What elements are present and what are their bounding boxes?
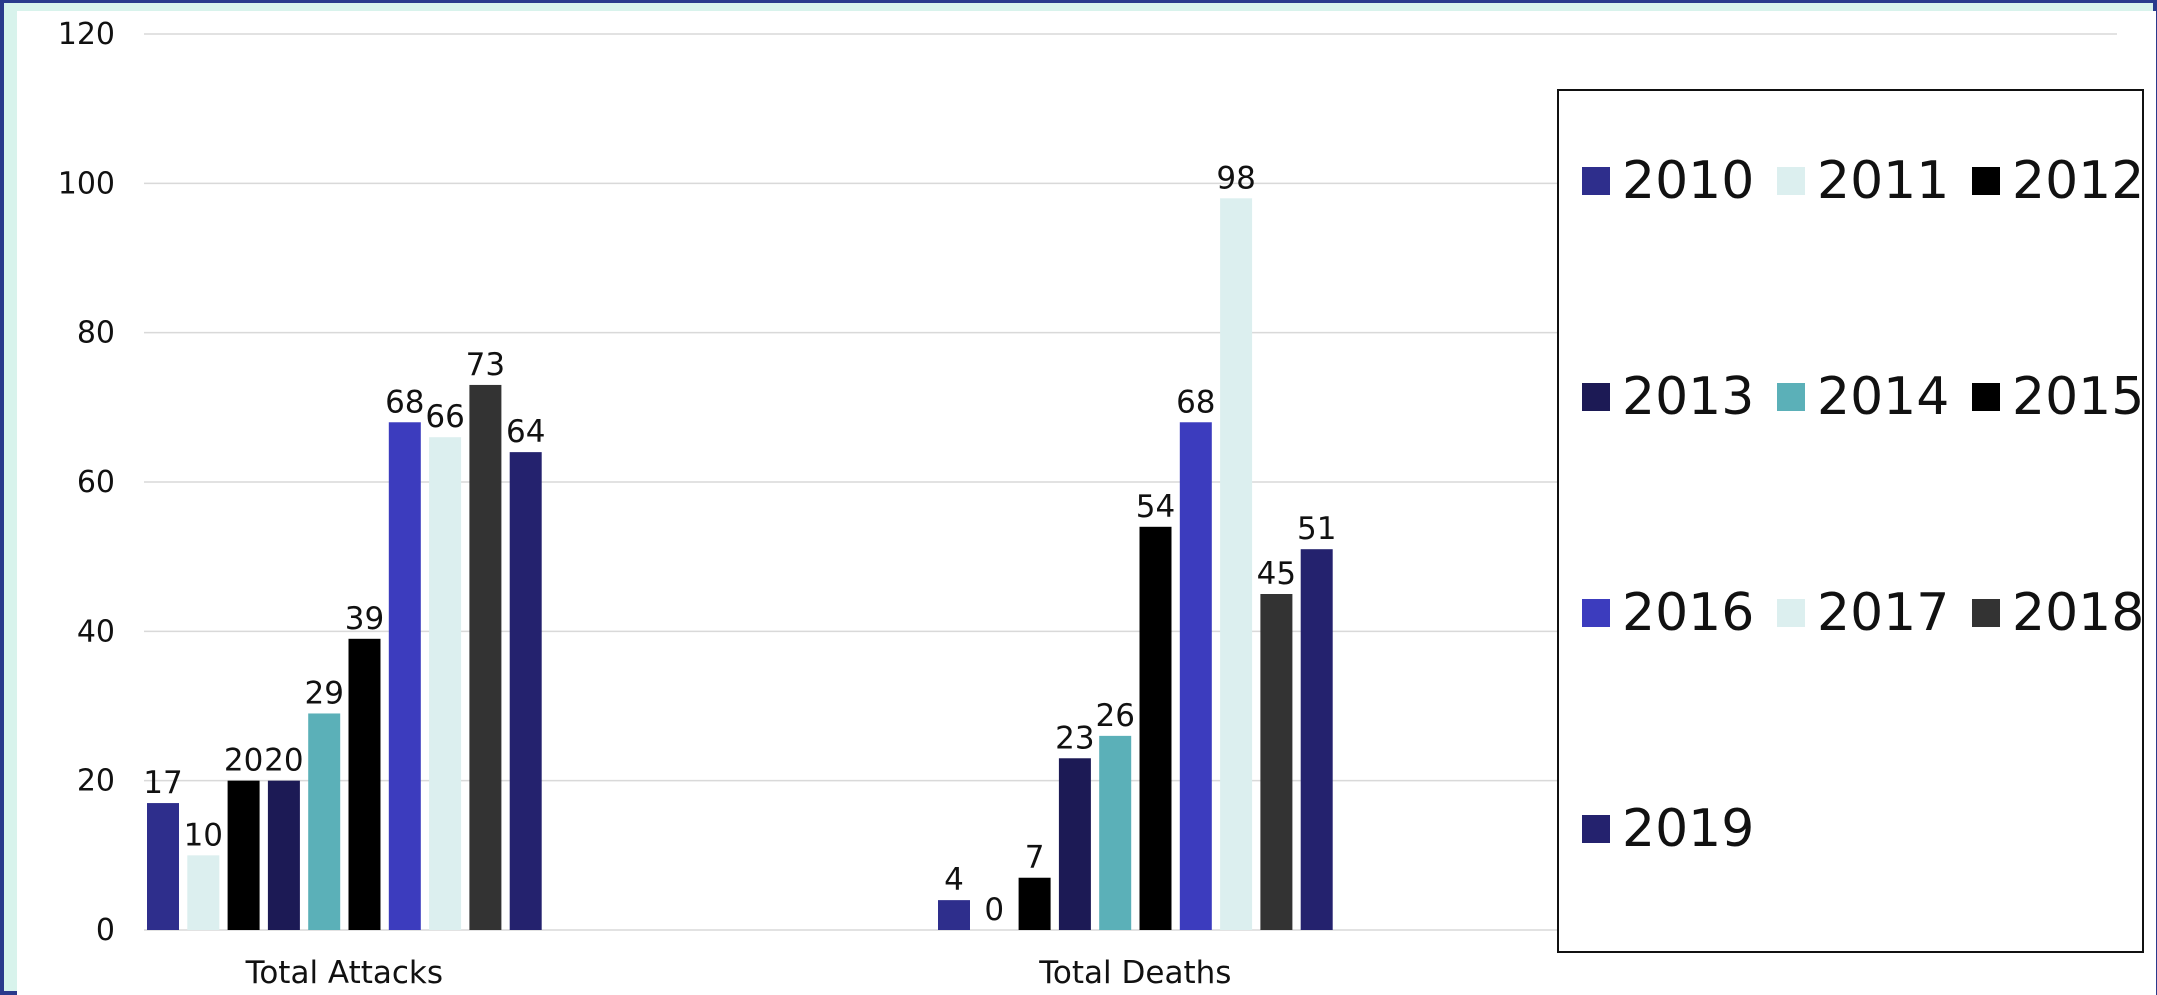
- legend-item-2013: 2013: [1582, 367, 1754, 427]
- legend-item-2017: 2017: [1777, 583, 1949, 643]
- legend-label: 2011: [1817, 151, 1950, 211]
- data-label: 39: [345, 601, 384, 637]
- legend-item-2015: 2015: [1972, 367, 2144, 427]
- legend-label: 2015: [2012, 367, 2145, 427]
- bar-2012-1: [1018, 877, 1051, 930]
- bar-2014-0: [308, 713, 341, 930]
- legend-item-2010: 2010: [1582, 151, 1754, 211]
- bar-2016-0: [388, 422, 421, 930]
- bar-2018-1: [1260, 594, 1293, 930]
- legend-label: 2013: [1622, 367, 1755, 427]
- legend-swatch: [1972, 167, 2000, 195]
- legend-label: 2014: [1817, 367, 1950, 427]
- bar-2014-1: [1099, 735, 1132, 930]
- legend-item-2014: 2014: [1777, 367, 1949, 427]
- legend-swatch: [1777, 383, 1805, 411]
- bar-2019-1: [1300, 549, 1333, 930]
- legend-item-2012: 2012: [1972, 151, 2144, 211]
- legend-swatch: [1582, 815, 1610, 843]
- data-label: 51: [1297, 511, 1336, 547]
- legend-swatch: [1777, 599, 1805, 627]
- data-label: 23: [1055, 720, 1094, 756]
- data-label: 66: [425, 399, 464, 435]
- legend-item-2016: 2016: [1582, 583, 1754, 643]
- data-label: 7: [1025, 840, 1045, 876]
- legend-swatch: [1777, 167, 1805, 195]
- data-label: 68: [1176, 384, 1215, 420]
- data-label: 20: [264, 743, 303, 779]
- bar-2013-1: [1058, 758, 1091, 930]
- legend-swatch: [1582, 167, 1610, 195]
- legend-item-2018: 2018: [1972, 583, 2144, 643]
- y-tick-label: 60: [77, 465, 115, 500]
- y-tick-label: 40: [77, 614, 115, 649]
- legend-label: 2012: [2012, 151, 2145, 211]
- data-label: 45: [1257, 556, 1296, 592]
- legend-label: 2019: [1622, 799, 1755, 859]
- bar-2012-0: [227, 780, 260, 930]
- data-label: 98: [1216, 160, 1255, 196]
- bar-2019-0: [509, 452, 542, 930]
- chart-legend: 2010 2011 2012 2013 2014 2015 2016 2017 2018 2019: [1557, 89, 2144, 953]
- legend-swatch: [1582, 383, 1610, 411]
- bar-2017-0: [429, 437, 462, 930]
- data-label: 54: [1136, 489, 1175, 525]
- legend-label: 2016: [1622, 583, 1755, 643]
- data-label: 29: [304, 675, 343, 711]
- y-tick-label: 120: [58, 17, 115, 52]
- bar-2017-1: [1220, 198, 1253, 930]
- data-label: 26: [1095, 698, 1134, 734]
- data-label: 17: [143, 765, 182, 801]
- legend-label: 2018: [2012, 583, 2145, 643]
- x-category-label: Total Attacks: [245, 955, 443, 991]
- legend-item-2011: 2011: [1777, 151, 1949, 211]
- data-label: 68: [385, 384, 424, 420]
- data-label: 20: [224, 743, 263, 779]
- legend-swatch: [1972, 599, 2000, 627]
- y-tick-label: 100: [58, 166, 115, 201]
- legend-label: 2017: [1817, 583, 1950, 643]
- bar-2015-0: [348, 638, 381, 930]
- bar-2016-1: [1179, 422, 1212, 930]
- bar-2010-0: [147, 803, 179, 930]
- data-label: 10: [184, 817, 223, 853]
- legend-item-2019: 2019: [1582, 799, 1754, 859]
- y-tick-label: 80: [77, 316, 115, 351]
- bar-2010-1: [938, 900, 970, 930]
- legend-swatch: [1972, 383, 2000, 411]
- legend-swatch: [1582, 599, 1610, 627]
- data-label: 4: [944, 862, 964, 898]
- bar-2018-0: [469, 384, 502, 930]
- legend-label: 2010: [1622, 151, 1755, 211]
- bar-2013-0: [267, 780, 300, 930]
- y-tick-label: 0: [96, 913, 115, 948]
- y-tick-label: 20: [77, 764, 115, 799]
- data-label: 73: [466, 347, 505, 383]
- bar-2011-0: [187, 855, 220, 930]
- x-category-label: Total Deaths: [1038, 955, 1231, 991]
- data-label: 0: [984, 892, 1004, 928]
- plot-area: 0 20 40 60 80 100 120 17 10 20 20 29 39 68 66 73 64 Total…: [17, 11, 2156, 995]
- bar-2015-1: [1139, 526, 1172, 930]
- data-label: 64: [506, 414, 545, 450]
